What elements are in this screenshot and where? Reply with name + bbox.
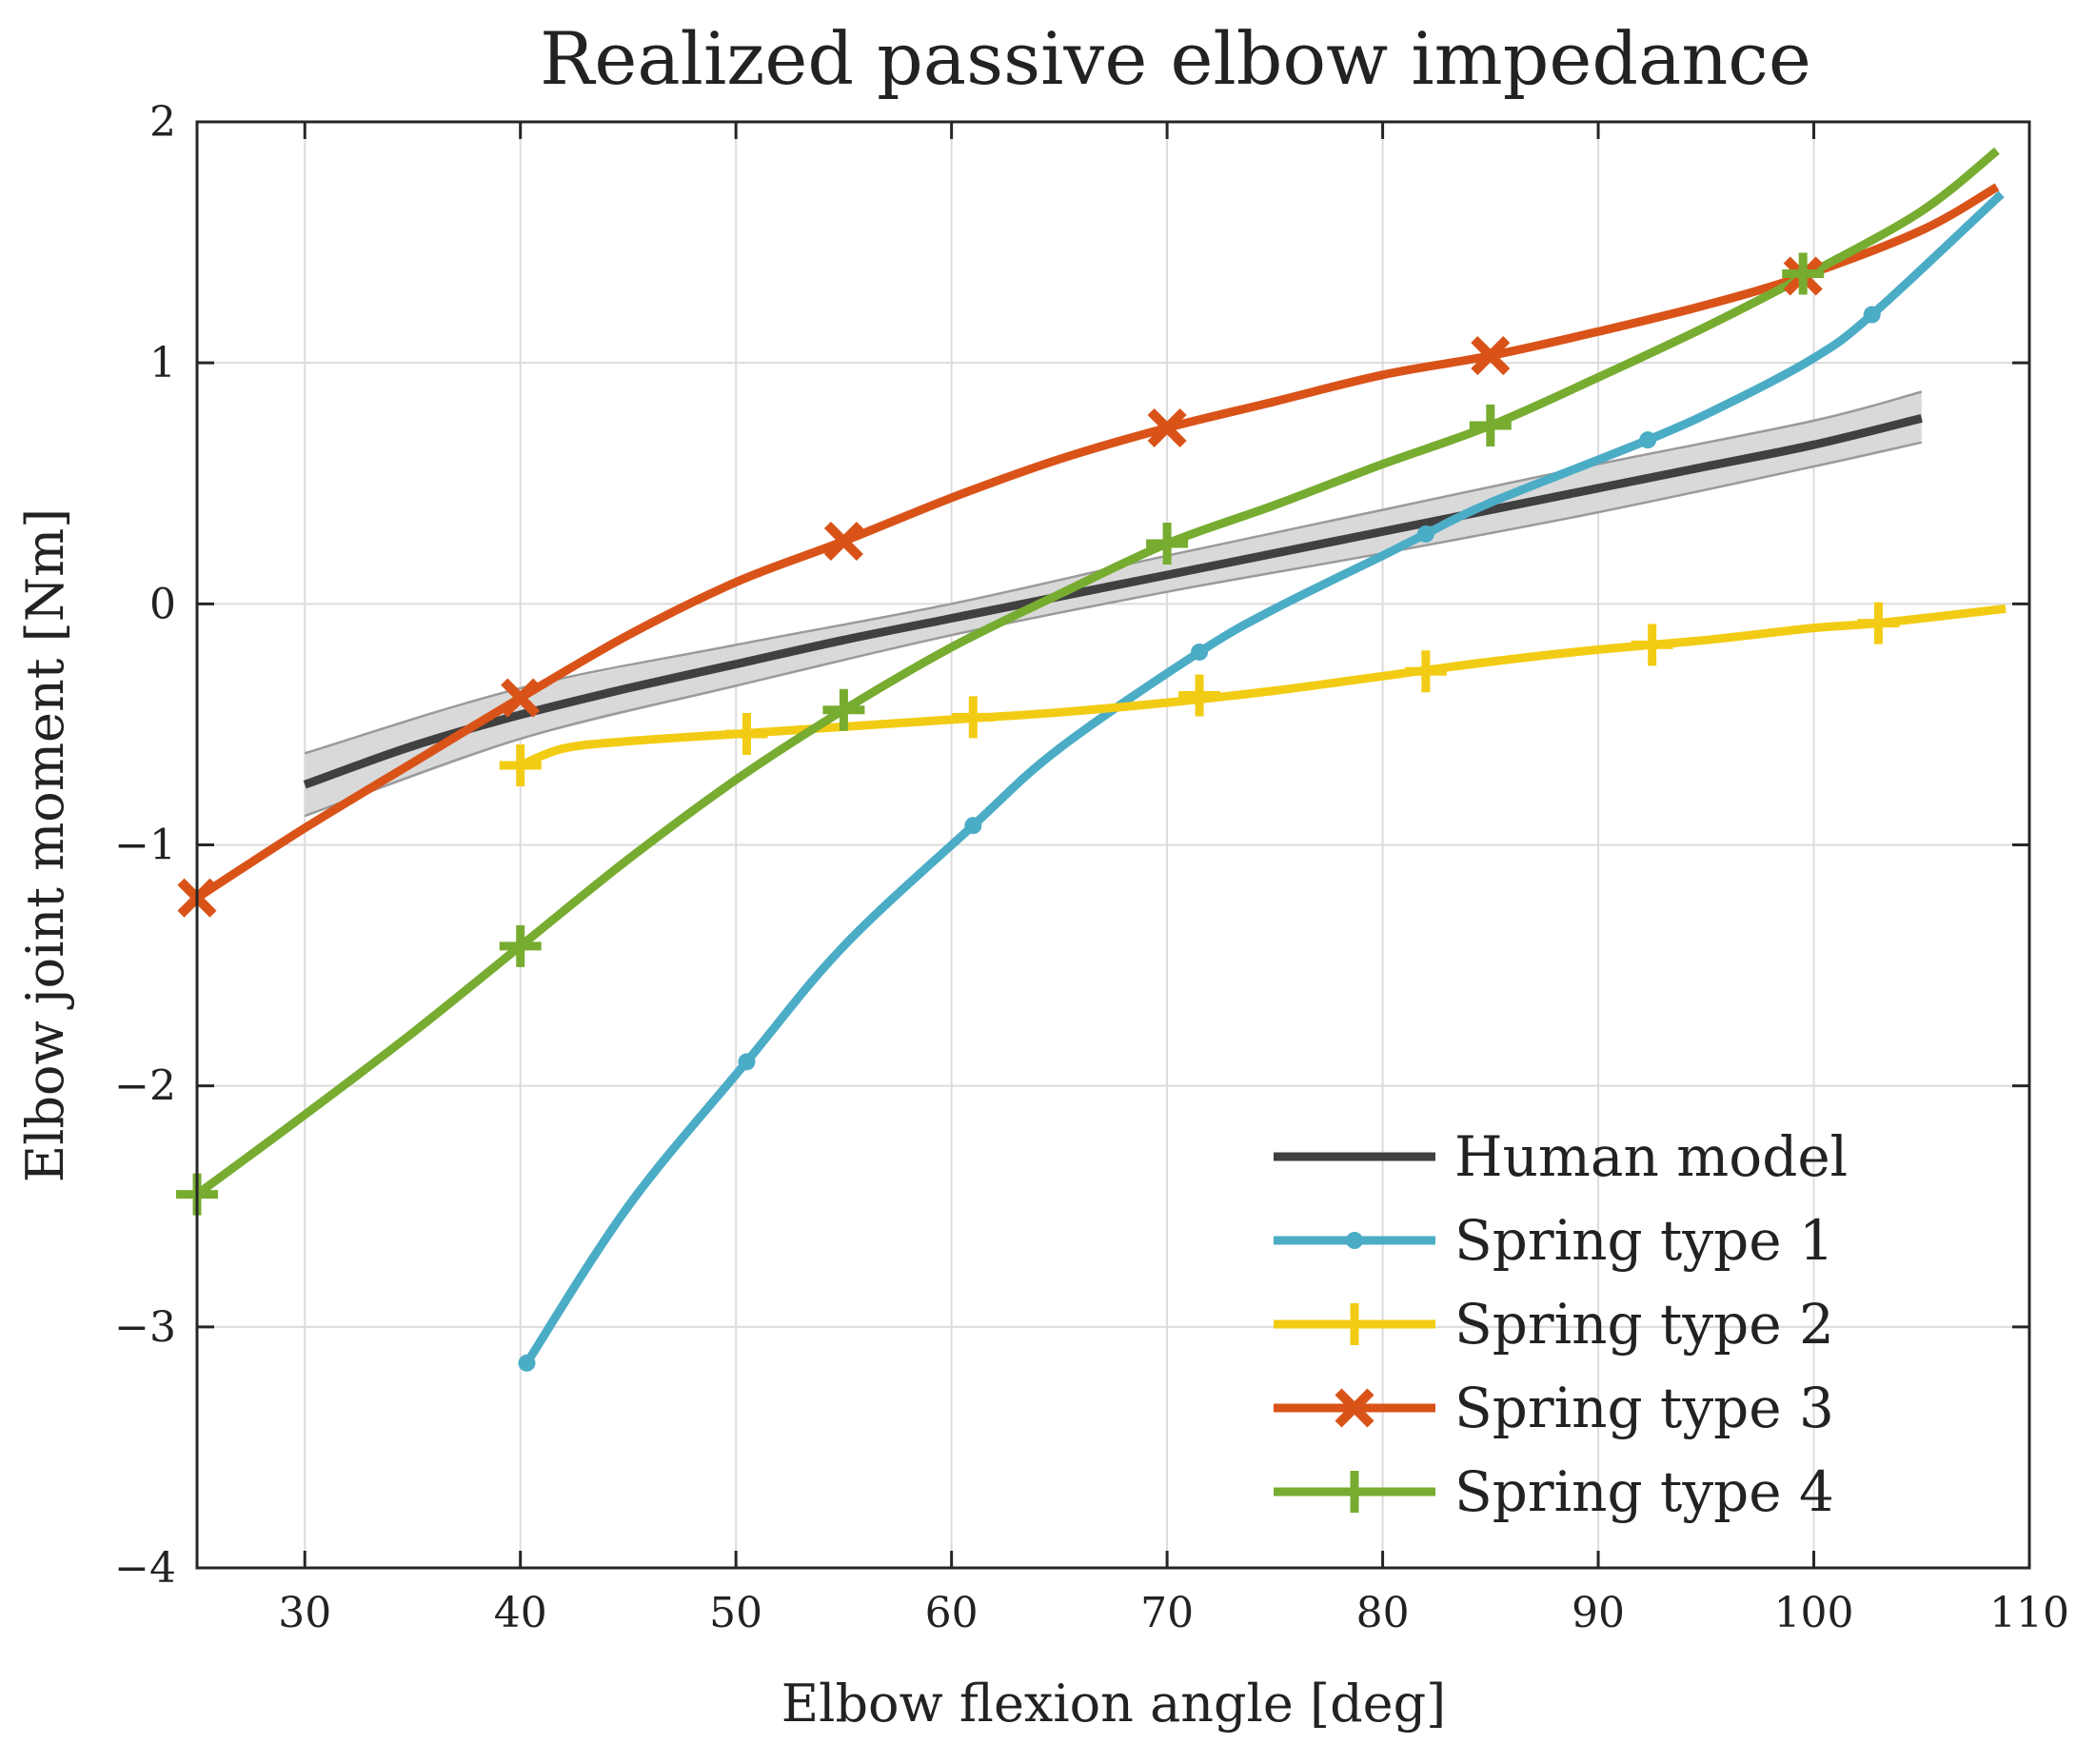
marker-spring-type-2-5 (1631, 624, 1673, 666)
y-tick-label: −1 (114, 822, 176, 870)
series-markers (176, 252, 1900, 1372)
marker-spring-type-1-0-shape (518, 1354, 536, 1372)
legend-marker-spring-type-3-b (1335, 1388, 1374, 1428)
marker-spring-type-2-1 (725, 713, 768, 756)
marker-spring-type-1-2 (964, 817, 982, 835)
y-axis-label: Elbow joint moment [Nm] (15, 508, 75, 1182)
x-tick-label: 50 (709, 1589, 762, 1637)
marker-spring-type-1-1 (738, 1053, 756, 1071)
band-upper-edge (304, 390, 1923, 755)
marker-spring-type-2-2 (952, 696, 995, 739)
marker-spring-type-1-2-shape (964, 817, 982, 835)
marker-spring-type-2-0 (499, 743, 542, 786)
marker-spring-type-1-3 (1191, 643, 1209, 661)
marker-spring-type-1-4 (1416, 525, 1434, 543)
legend-marker-spring-type-3 (1335, 1388, 1374, 1428)
marker-spring-type-1-6 (1863, 306, 1881, 324)
series-line-spring-type-3 (194, 183, 2000, 902)
marker-spring-type-3-4 (1471, 336, 1511, 376)
x-tick-label: 90 (1572, 1589, 1625, 1637)
y-tick-label: 2 (149, 98, 176, 147)
series-line-spring-type-2 (518, 604, 2007, 770)
legend-marker-spring-type-2 (1334, 1303, 1375, 1345)
x-tick-label: 80 (1356, 1589, 1410, 1637)
y-tick-label: 1 (149, 339, 176, 387)
marker-spring-type-3-2-b (823, 521, 863, 562)
y-tick-label: −3 (114, 1303, 176, 1352)
x-tick-label: 110 (1989, 1589, 2069, 1637)
legend-marker-spring-type-4 (1334, 1471, 1375, 1513)
x-tick-label: 60 (925, 1589, 979, 1637)
band-fill (305, 391, 1922, 817)
marker-spring-type-4-1 (499, 924, 542, 967)
x-tick-label: 30 (278, 1589, 331, 1637)
marker-spring-type-4-3 (1146, 523, 1189, 565)
marker-spring-type-2-6 (1857, 602, 1900, 644)
marker-spring-type-2-4 (1404, 650, 1447, 693)
marker-spring-type-1-1-shape (738, 1053, 756, 1071)
marker-spring-type-3-3-b (1147, 407, 1187, 448)
marker-spring-type-1-4-shape (1416, 525, 1434, 543)
series-lines (194, 147, 2007, 1366)
legend-label-spring-type-2: Spring type 2 (1454, 1292, 1834, 1357)
x-axis-ticks: 30 40 50 60 70 80 90 100 110 (278, 122, 2069, 1637)
series-line-human-model (303, 414, 1923, 789)
legend-label-spring-type-4: Spring type 4 (1454, 1459, 1834, 1524)
marker-spring-type-4-2 (822, 688, 865, 731)
marker-spring-type-3-1-b (501, 678, 541, 718)
marker-spring-type-1-0 (518, 1354, 536, 1372)
x-tick-label: 100 (1774, 1589, 1854, 1637)
legend-label-spring-type-3: Spring type 3 (1454, 1376, 1834, 1440)
marker-spring-type-1-5-shape (1639, 431, 1657, 449)
legend: Human model Spring type 1 Spring type 2 Spr… (1274, 1124, 1848, 1524)
band-lower-edge (304, 441, 1923, 818)
marker-spring-type-1-5 (1639, 431, 1657, 449)
y-tick-label: −2 (114, 1062, 176, 1111)
marker-spring-type-1-6-shape (1863, 306, 1881, 324)
marker-spring-type-3-2 (823, 521, 863, 562)
legend-label-spring-type-1: Spring type 1 (1454, 1208, 1834, 1273)
x-tick-label: 40 (494, 1589, 547, 1637)
legend-marker-spring-type-1-shape (1346, 1232, 1363, 1249)
marker-spring-type-1-3-shape (1191, 643, 1209, 661)
marker-spring-type-3-3 (1147, 407, 1187, 448)
marker-spring-type-3-1 (501, 678, 541, 718)
x-axis-label: Elbow flexion angle [deg] (781, 1674, 1446, 1734)
marker-spring-type-4-5 (1782, 252, 1825, 295)
y-tick-label: 0 (149, 580, 176, 628)
marker-spring-type-3-4-b (1471, 336, 1511, 376)
legend-marker-spring-type-1 (1346, 1232, 1363, 1249)
marker-spring-type-2-3 (1178, 674, 1221, 717)
chart-title: Realized passive elbow impedance (540, 16, 1811, 101)
y-axis-ticks: −4 −3 −2 −1 0 1 2 (114, 98, 2029, 1593)
legend-label-human-model: Human model (1454, 1124, 1848, 1189)
series-line-spring-type-4 (194, 147, 2000, 1199)
range-band (304, 390, 1923, 818)
y-tick-label: −4 (114, 1544, 176, 1593)
marker-spring-type-4-4 (1469, 404, 1512, 446)
x-tick-label: 70 (1140, 1589, 1194, 1637)
